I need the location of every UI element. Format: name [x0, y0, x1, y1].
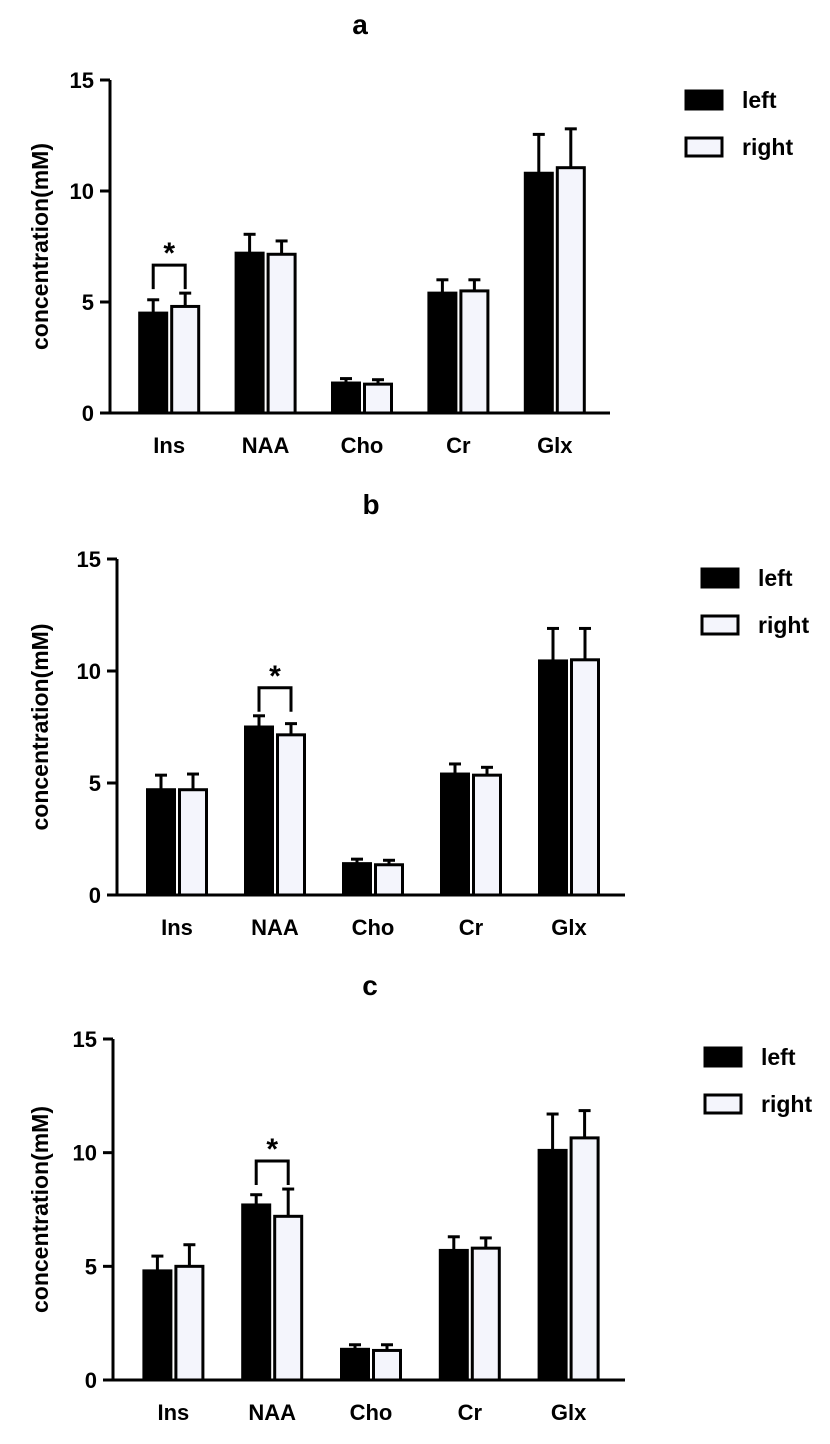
x-tick-label-Ins: Ins: [153, 433, 185, 458]
chart-title: b: [362, 489, 379, 520]
bar-left-Ins: [142, 1269, 173, 1382]
legend-swatch-left: [703, 1046, 743, 1068]
legend-label-left: left: [761, 1044, 796, 1070]
bar-right-Ins: [174, 1264, 205, 1382]
bar-left-Cr: [438, 1248, 469, 1382]
x-tick-label-Ins: Ins: [158, 1400, 190, 1425]
bar-right-Cho: [363, 382, 393, 415]
bar-right-Cho: [374, 863, 404, 897]
legend-swatch-left: [684, 89, 724, 111]
y-tick-label: 15: [70, 68, 94, 93]
y-tick-label: 10: [73, 1141, 97, 1166]
bar-left-Cho: [340, 1347, 370, 1382]
bar-right-Glx: [570, 658, 600, 897]
bar-left-NAA: [234, 251, 265, 415]
legend-swatch-right: [703, 1093, 743, 1115]
bar-right-Ins: [170, 304, 201, 415]
x-tick-label-Cr: Cr: [459, 915, 484, 940]
x-tick-label-Glx: Glx: [551, 1400, 587, 1425]
bar-left-NAA: [244, 725, 274, 897]
legend-label-right: right: [761, 1091, 812, 1117]
bar-right-Cr: [472, 773, 502, 897]
chart-title: a: [352, 9, 368, 40]
bar-right-Ins: [178, 788, 208, 897]
y-tick-label: 0: [89, 883, 101, 908]
chart-title: c: [362, 970, 378, 1001]
legend-swatch-left: [700, 567, 740, 589]
bar-right-Cho: [372, 1348, 402, 1382]
bar-left-Cr: [427, 291, 458, 415]
legend-swatch-right: [700, 614, 740, 636]
x-tick-label-NAA: NAA: [248, 1400, 296, 1425]
y-tick-label: 5: [89, 771, 101, 796]
legend-label-left: left: [742, 87, 777, 113]
bar-right-Glx: [569, 1136, 600, 1382]
x-tick-label-Cr: Cr: [446, 433, 471, 458]
significance-bracket: [257, 686, 293, 712]
y-tick-label: 5: [85, 1254, 97, 1279]
bar-right-NAA: [276, 733, 306, 897]
bar-left-NAA: [241, 1203, 272, 1382]
y-tick-label: 15: [73, 1027, 97, 1052]
legend-label-left: left: [758, 565, 793, 591]
legend-label-right: right: [742, 134, 793, 160]
y-tick-label: 10: [77, 659, 101, 684]
y-axis-label: concentration(mM): [27, 143, 53, 350]
significance-bracket: [151, 263, 187, 290]
x-tick-label-NAA: NAA: [251, 915, 299, 940]
chart-panel-c: c concentration(mM) 0 5 10 15 Ins NAA * Cho Cr Glx l…: [27, 970, 812, 1425]
y-tick-label: 0: [82, 401, 94, 426]
y-tick-label: 5: [82, 290, 94, 315]
bar-left-Cr: [440, 772, 470, 897]
bar-left-Cho: [342, 862, 372, 897]
bar-right-NAA: [273, 1214, 304, 1382]
y-axis-label: concentration(mM): [27, 624, 53, 831]
legend-label-right: right: [758, 612, 809, 638]
significance-star: *: [266, 1133, 278, 1166]
y-axis-label: concentration(mM): [27, 1106, 53, 1313]
chart-panel-b: b concentration(mM) 0 5 10 15 Ins NAA * Cho Cr Glx l…: [27, 489, 809, 940]
bar-right-Cr: [470, 1246, 501, 1382]
bar-left-Glx: [537, 1148, 568, 1382]
x-tick-label-Cho: Cho: [352, 915, 395, 940]
bar-left-Glx: [538, 659, 568, 897]
y-tick-label: 15: [77, 547, 101, 572]
x-tick-label-Cr: Cr: [458, 1400, 483, 1425]
x-tick-label-Glx: Glx: [551, 915, 587, 940]
x-tick-label-Ins: Ins: [161, 915, 193, 940]
x-tick-label-NAA: NAA: [242, 433, 290, 458]
significance-star: *: [269, 660, 281, 693]
bar-left-Ins: [138, 311, 169, 415]
significance-star: *: [163, 237, 175, 270]
bar-left-Cho: [331, 381, 361, 415]
y-tick-label: 0: [85, 1368, 97, 1393]
y-tick-label: 10: [70, 179, 94, 204]
legend-swatch-right: [684, 136, 724, 158]
bar-left-Ins: [146, 788, 176, 897]
bar-right-Cr: [459, 289, 490, 415]
bar-left-Glx: [523, 171, 554, 415]
bar-right-Glx: [555, 166, 586, 415]
significance-bracket: [254, 1159, 290, 1186]
x-tick-label-Glx: Glx: [537, 433, 573, 458]
x-tick-label-Cho: Cho: [341, 433, 384, 458]
x-tick-label-Cho: Cho: [350, 1400, 393, 1425]
chart-panel-a: a concentration(mM) 0 5 10 15 Ins * NAA Cho Cr Glx l…: [27, 9, 793, 458]
bar-right-NAA: [266, 252, 297, 415]
